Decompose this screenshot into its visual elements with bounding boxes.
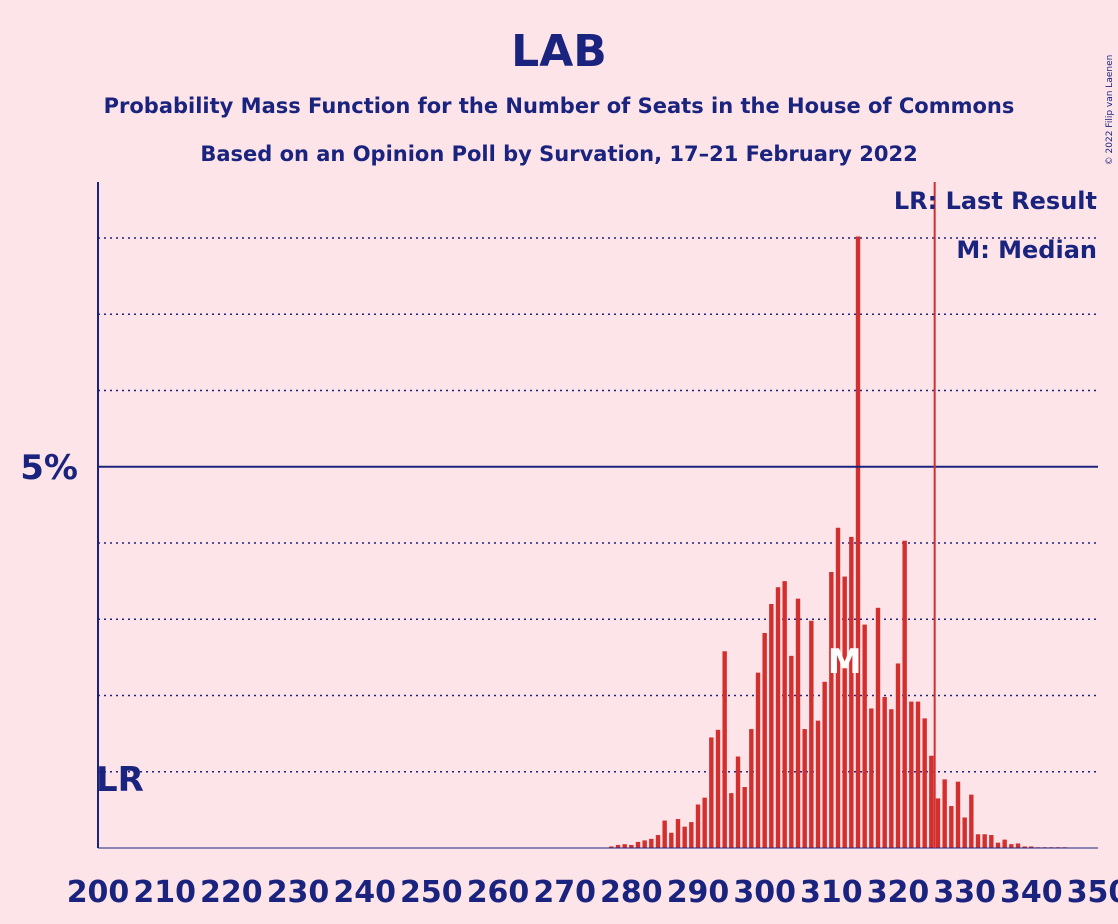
bar [915,701,921,848]
chart-title: LAB [511,26,607,77]
bar [715,729,721,848]
bar [762,632,767,848]
x-tick-label: 240 [333,875,396,910]
bar [629,844,634,848]
x-tick-label: 290 [667,875,730,910]
median-marker: M [828,642,862,682]
bar [802,729,807,848]
bar [1022,846,1027,848]
copyright-text: © 2022 Filip van Laenen [1105,55,1115,166]
bar [702,797,707,848]
bar [929,755,934,848]
x-tick-label: 330 [933,875,996,910]
x-tick-label: 220 [200,875,263,910]
bar [815,720,821,848]
bar [982,834,987,848]
bar [1029,846,1034,848]
bar [989,835,994,848]
bar [689,822,694,848]
y-tick-label: 5% [20,448,78,488]
bar [769,604,774,848]
last-result-marker: LR [96,760,144,800]
bar [662,820,667,848]
bar [1009,844,1014,848]
bar [1015,843,1021,848]
bar [962,817,967,848]
x-tick-label: 300 [733,875,796,910]
legend-last-result: LR: Last Result [894,187,1097,215]
bar [782,581,787,848]
x-tick-label: 310 [800,875,863,910]
bar [889,709,894,848]
bar [822,681,827,848]
bar [869,708,874,848]
x-tick-label: 260 [467,875,530,910]
bar [895,663,901,848]
bar [975,834,981,848]
bar [1002,839,1007,848]
bar [909,701,914,848]
bar [649,838,654,848]
x-tick-label: 280 [600,875,663,910]
bars [609,236,1067,849]
x-tick-label: 200 [67,875,130,910]
x-tick-label: 230 [267,875,330,910]
chart-subtitle: Probability Mass Function for the Number… [104,94,1015,118]
bar [922,718,927,848]
bar [935,798,941,848]
bar [695,804,701,848]
bar [882,697,887,848]
bar [722,651,727,848]
bar [835,527,841,848]
bar [755,672,761,848]
bar [675,819,681,848]
x-tick-label: 270 [533,875,596,910]
bar [942,779,947,848]
bar [789,655,794,848]
bar [795,598,801,848]
chart-subtitle-poll: Based on an Opinion Poll by Survation, 1… [200,142,917,166]
bar [729,793,734,848]
bar [902,540,907,848]
bar [735,756,741,848]
bar [949,806,954,848]
bar [855,236,861,849]
x-tick-label: 340 [1000,875,1063,910]
bar [955,781,961,848]
bar [875,607,881,848]
bar [655,835,661,848]
bar [969,794,974,848]
bar [709,737,714,848]
legend-median: M: Median [956,236,1097,264]
bar [669,832,674,848]
bar [615,844,621,848]
gridlines [98,237,1098,773]
bar [642,840,647,848]
bar [742,787,747,848]
x-tick-label: 350 [1067,875,1118,910]
bar [635,841,641,848]
bar [622,844,627,848]
bar [862,624,867,848]
x-tick-label: 250 [400,875,463,910]
bar [842,576,847,848]
bar [749,729,754,848]
bar [775,587,781,848]
bar [609,846,614,848]
x-tick-label: 210 [133,875,196,910]
bar [995,842,1001,848]
bar [682,826,687,848]
bar [829,571,834,848]
bar [849,536,854,848]
x-tick-label: 320 [867,875,930,910]
x-axis-ticks: 200 210 220 230 240 250 260 270 280 290 300 310 320 3… [67,875,1118,910]
bar [809,620,814,848]
